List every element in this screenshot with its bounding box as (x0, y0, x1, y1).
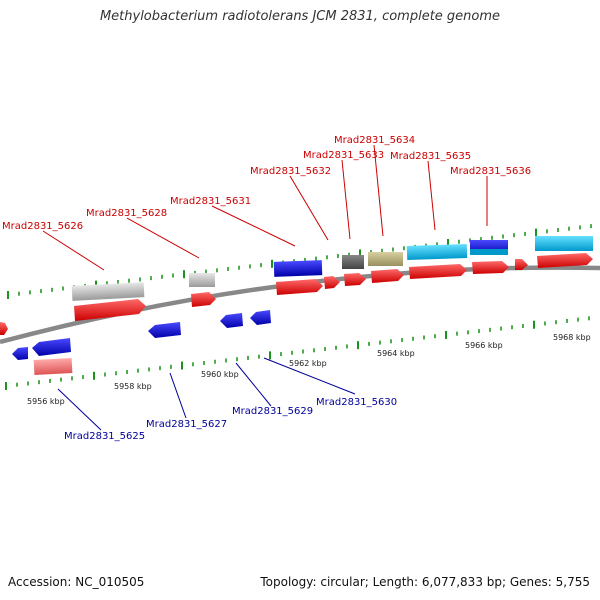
gene-label-5631[interactable]: Mrad2831_5631 (170, 196, 251, 207)
gene-label-5635[interactable]: Mrad2831_5635 (390, 151, 471, 162)
gene-label-5627[interactable]: Mrad2831_5627 (146, 419, 227, 430)
gene-label-5636[interactable]: Mrad2831_5636 (450, 166, 531, 177)
reverse-leaders (57, 357, 356, 431)
forward-leaders (42, 144, 488, 271)
scale-label-5968: 5968 kbp (553, 333, 591, 342)
gene-label-5628[interactable]: Mrad2831_5628 (86, 208, 167, 219)
feature-gene-grey-5628[interactable] (189, 273, 215, 287)
cds-arrow-5635[interactable] (409, 264, 467, 279)
scale-label-5962: 5962 kbp (289, 359, 327, 368)
feature-gene-blue-5631[interactable] (273, 260, 323, 277)
scale-label-5956: 5956 kbp (27, 397, 65, 406)
reverse-arrow-5627[interactable] (148, 322, 181, 338)
gene-label-5626[interactable]: Mrad2831_5626 (2, 221, 83, 232)
cds-arrow-5636[interactable] (472, 261, 509, 274)
scale-label-5960: 5960 kbp (201, 370, 239, 379)
scale-label-5966: 5966 kbp (465, 341, 503, 350)
topology-info: Topology: circular; Length: 6,077,833 bp… (260, 575, 590, 589)
gene-label-5634[interactable]: Mrad2831_5634 (334, 135, 415, 146)
cds-arrow-5632[interactable] (324, 276, 340, 289)
feature-gene-khaki-5634[interactable] (368, 252, 403, 266)
cds-arrow-end[interactable] (537, 253, 593, 268)
cds-arrow-5634[interactable] (371, 269, 404, 283)
scale-label-5964: 5964 kbp (377, 349, 415, 358)
reverse-arrow-5629[interactable] (220, 313, 243, 328)
reverse-arrow-5625[interactable] (32, 338, 71, 356)
cds-arrow-5636b[interactable] (515, 259, 528, 270)
feature-gene-cyan-end[interactable] (535, 236, 593, 251)
cds-arrow-5626[interactable] (74, 299, 146, 321)
gene-label-5633[interactable]: Mrad2831_5633 (303, 150, 384, 161)
feature-gene-cyan-5635[interactable] (406, 243, 468, 261)
cds-arrow-left-edge[interactable] (0, 322, 8, 335)
accession-info: Accession: NC_010505 (8, 575, 145, 589)
feature-gene-cyan-5636b[interactable] (470, 249, 508, 255)
feature-gene-dark-5633[interactable] (342, 255, 364, 269)
feature-gene-grey-5626[interactable] (71, 282, 145, 301)
feature-gene-pink-5625[interactable] (33, 358, 73, 375)
cds-arrow-5633[interactable] (344, 273, 366, 286)
reverse-arrow-5630[interactable] (250, 310, 271, 325)
scale-label-5958: 5958 kbp (114, 382, 152, 391)
cds-arrow-5631[interactable] (276, 279, 323, 295)
gene-label-5629[interactable]: Mrad2831_5629 (232, 406, 313, 417)
gene-label-5625[interactable]: Mrad2831_5625 (64, 431, 145, 442)
genome-title: Methylobacterium radiotolerans JCM 2831,… (99, 9, 501, 24)
cds-arrow-5628[interactable] (191, 292, 216, 307)
gene-label-5630[interactable]: Mrad2831_5630 (316, 397, 397, 408)
reverse-arrow-1[interactable] (12, 347, 28, 360)
gene-label-5632[interactable]: Mrad2831_5632 (250, 166, 331, 177)
